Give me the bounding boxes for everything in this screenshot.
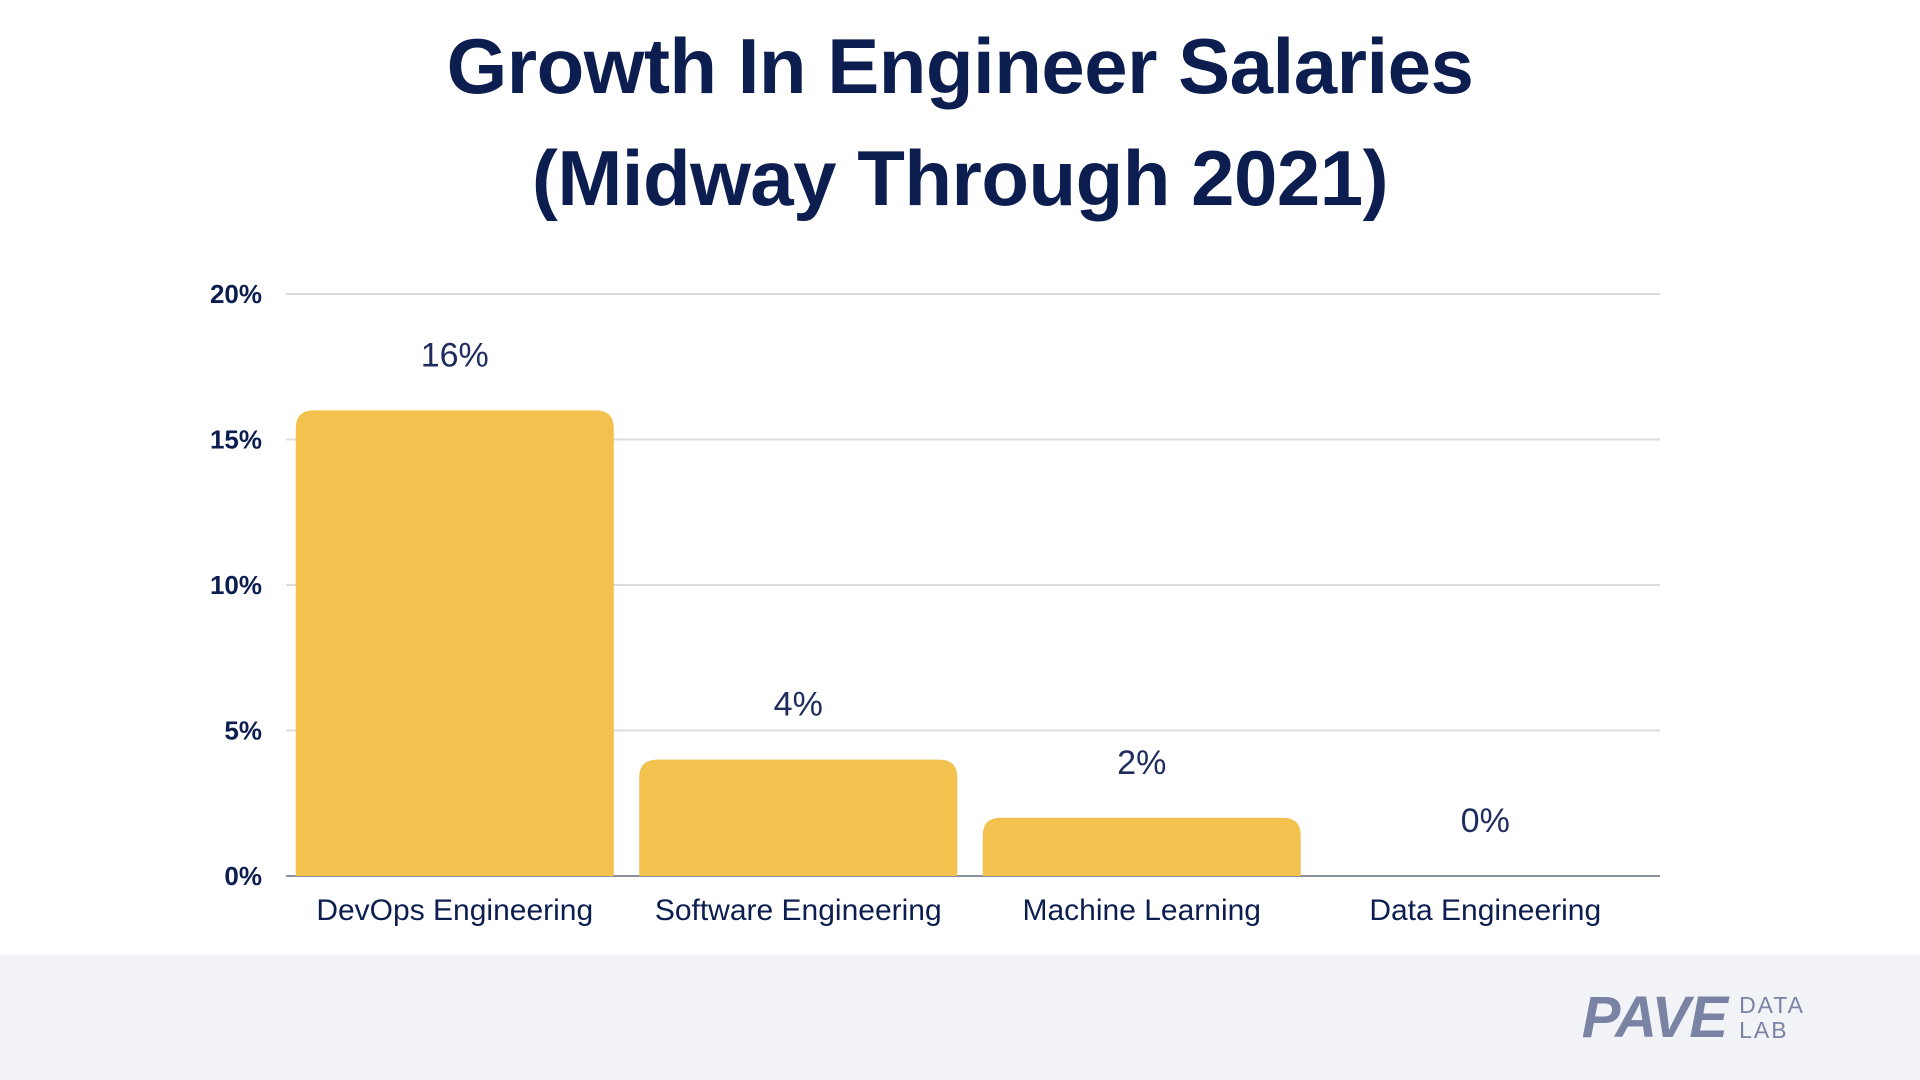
data-label: 2% — [1117, 744, 1166, 782]
y-tick-label: 10% — [210, 570, 262, 600]
bars — [295, 410, 1301, 876]
logo-main-text: PAVE — [1581, 985, 1728, 1050]
x-tick-label: Machine Learning — [1023, 894, 1262, 927]
logo-sub-line-2: LAB — [1739, 1017, 1789, 1043]
y-tick-label: 15% — [210, 425, 262, 455]
data-labels: 16% 4% 2% 0% — [421, 336, 1510, 840]
chart-title-line-1: Growth In Engineer Salaries — [446, 22, 1474, 110]
y-tick-label: 5% — [224, 716, 262, 746]
bar — [295, 410, 614, 876]
data-label: 16% — [421, 336, 489, 374]
bar-chart: 0% 5% 10% 15% 20% 16% 4% 2% 0% DevOps Engineeri… — [210, 279, 1660, 927]
y-tick-label: 20% — [210, 279, 262, 309]
bar — [639, 759, 958, 876]
y-tick-label: 0% — [224, 861, 262, 891]
chart-title: Growth In Engineer Salaries (Midway Thro… — [0, 10, 1920, 234]
x-tick-label: DevOps Engineering — [316, 894, 593, 927]
x-tick-label: Data Engineering — [1369, 894, 1601, 927]
bar — [982, 817, 1301, 876]
pave-data-lab-logo: PAVE DATA LAB — [1582, 989, 1805, 1047]
data-label: 4% — [774, 686, 823, 724]
y-axis-ticks: 0% 5% 10% 15% 20% — [210, 279, 262, 891]
data-label: 0% — [1461, 802, 1510, 840]
chart-title-line-2: (Midway Through 2021) — [531, 134, 1389, 222]
x-axis-labels: DevOps Engineering Software Engineering Ma… — [316, 894, 1601, 927]
footer-band: PAVE DATA LAB — [0, 955, 1920, 1080]
logo-sub-text: DATA LAB — [1739, 993, 1805, 1043]
x-tick-label: Software Engineering — [655, 894, 942, 927]
logo-sub-line-1: DATA — [1739, 992, 1805, 1018]
